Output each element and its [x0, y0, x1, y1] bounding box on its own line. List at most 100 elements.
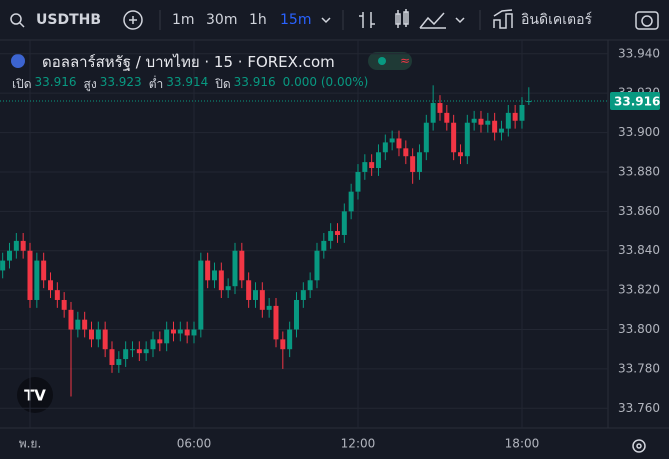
logo: [17, 377, 53, 413]
candle-body: [232, 250, 238, 287]
candle-body: [164, 329, 170, 344]
legend-value: 33.914: [166, 75, 209, 89]
y-tick-label: 33.880: [618, 164, 660, 178]
candle-body: [369, 162, 375, 169]
candle-body: [423, 122, 429, 153]
candle-body: [61, 299, 67, 310]
y-tick-label: 33.900: [618, 125, 660, 139]
candle-body: [396, 138, 402, 149]
candle-body: [410, 156, 416, 172]
y-tick-label: 33.760: [618, 401, 660, 415]
candle-body: [211, 270, 217, 281]
candle-body: [382, 142, 388, 153]
toolbar-icons: [10, 9, 659, 453]
interval[interactable]: 1h: [249, 12, 267, 28]
candle-body: [362, 162, 368, 172]
x-tick-label: พ.ย.: [19, 437, 42, 451]
candle-body: [7, 250, 13, 261]
candle-body: [252, 290, 258, 300]
candle-body: [225, 286, 231, 291]
candle-body: [321, 240, 327, 251]
candle-body: [123, 349, 129, 360]
candle-body: [129, 349, 135, 351]
candle-body: [205, 260, 211, 281]
candle-body: [519, 104, 525, 121]
legend-change: 0.000 (0.00%): [282, 75, 369, 89]
candle-body: [68, 309, 74, 330]
symbol[interactable]: USDTHB: [36, 12, 102, 28]
candle-body: [451, 122, 457, 153]
candle-body: [239, 250, 245, 281]
candle-body: [314, 250, 320, 281]
candle-body: [20, 240, 26, 251]
interval-active[interactable]: 15m: [280, 12, 312, 28]
candle-body: [505, 112, 511, 129]
legend-label: เปิด: [12, 77, 32, 91]
indicators-button[interactable]: อินดิเคเตอร์: [521, 12, 593, 28]
legend-label: สูง: [83, 77, 97, 91]
legend-value: 33.916: [34, 75, 77, 89]
status-badge: [368, 52, 412, 70]
candle-body: [136, 349, 142, 354]
candle-body: [464, 122, 470, 157]
candle-body: [75, 319, 81, 330]
candle-body: [293, 299, 299, 330]
candle-body: [170, 329, 176, 334]
candle-body: [150, 339, 156, 350]
candle-body: [191, 329, 197, 336]
legend-label: ต่ำ: [148, 77, 164, 91]
last-price-box: [610, 92, 660, 111]
candle-body: [116, 359, 122, 365]
candle-body: [355, 171, 361, 192]
candle-body: [334, 231, 340, 235]
candle-body: [437, 103, 443, 113]
candle-body: [266, 305, 272, 310]
interval[interactable]: 1m: [172, 12, 195, 28]
candle-body: [273, 305, 279, 340]
candle-body: [88, 329, 94, 340]
candle-body: [478, 118, 484, 125]
interval[interactable]: 30m: [206, 12, 238, 28]
y-tick-label: 33.780: [618, 361, 660, 375]
candle-body: [54, 290, 60, 300]
status-dot: [378, 57, 386, 65]
candle-body: [457, 152, 463, 157]
candle-body: [444, 112, 450, 123]
candle-body: [184, 329, 190, 336]
candle-body: [27, 250, 33, 300]
legend-value: 33.923: [99, 75, 142, 89]
candle-body: [47, 280, 53, 291]
x-tick-label: 12:00: [341, 437, 376, 451]
candle-body: [328, 231, 334, 241]
candle-body: [485, 120, 491, 125]
candle-body: [389, 138, 395, 143]
candle-body: [246, 280, 252, 300]
candle-body: [430, 103, 436, 123]
candle-body: [143, 349, 149, 354]
candle-body: [0, 260, 6, 271]
candle-body: [82, 319, 88, 330]
candle-body: [300, 290, 306, 300]
candle-body: [416, 152, 422, 172]
candle-body: [375, 152, 381, 169]
last-price-label: 33.916: [614, 95, 660, 109]
candle-body: [280, 339, 286, 350]
legend-value: 33.916: [233, 75, 276, 89]
ohlc-legend: เปิด 33.916 สูง 33.923 ต่ำ 33.914 ปิด 33.916…: [12, 75, 372, 94]
candle-body: [341, 211, 347, 235]
candle-body: [102, 329, 108, 350]
y-tick-label: 33.860: [618, 204, 660, 218]
y-tick-label: 33.820: [618, 283, 660, 297]
candle-body: [307, 280, 313, 291]
legend-label: ปิด: [215, 77, 231, 91]
y-tick-label: 33.840: [618, 243, 660, 257]
candle-body: [218, 270, 224, 291]
candle-body: [34, 260, 40, 300]
x-tick-label: 06:00: [177, 437, 212, 451]
candle-body: [287, 329, 293, 350]
candle-body: [177, 329, 183, 334]
y-tick-label: 33.800: [618, 322, 660, 336]
candle-body: [13, 240, 19, 251]
candle-body: [492, 120, 498, 133]
